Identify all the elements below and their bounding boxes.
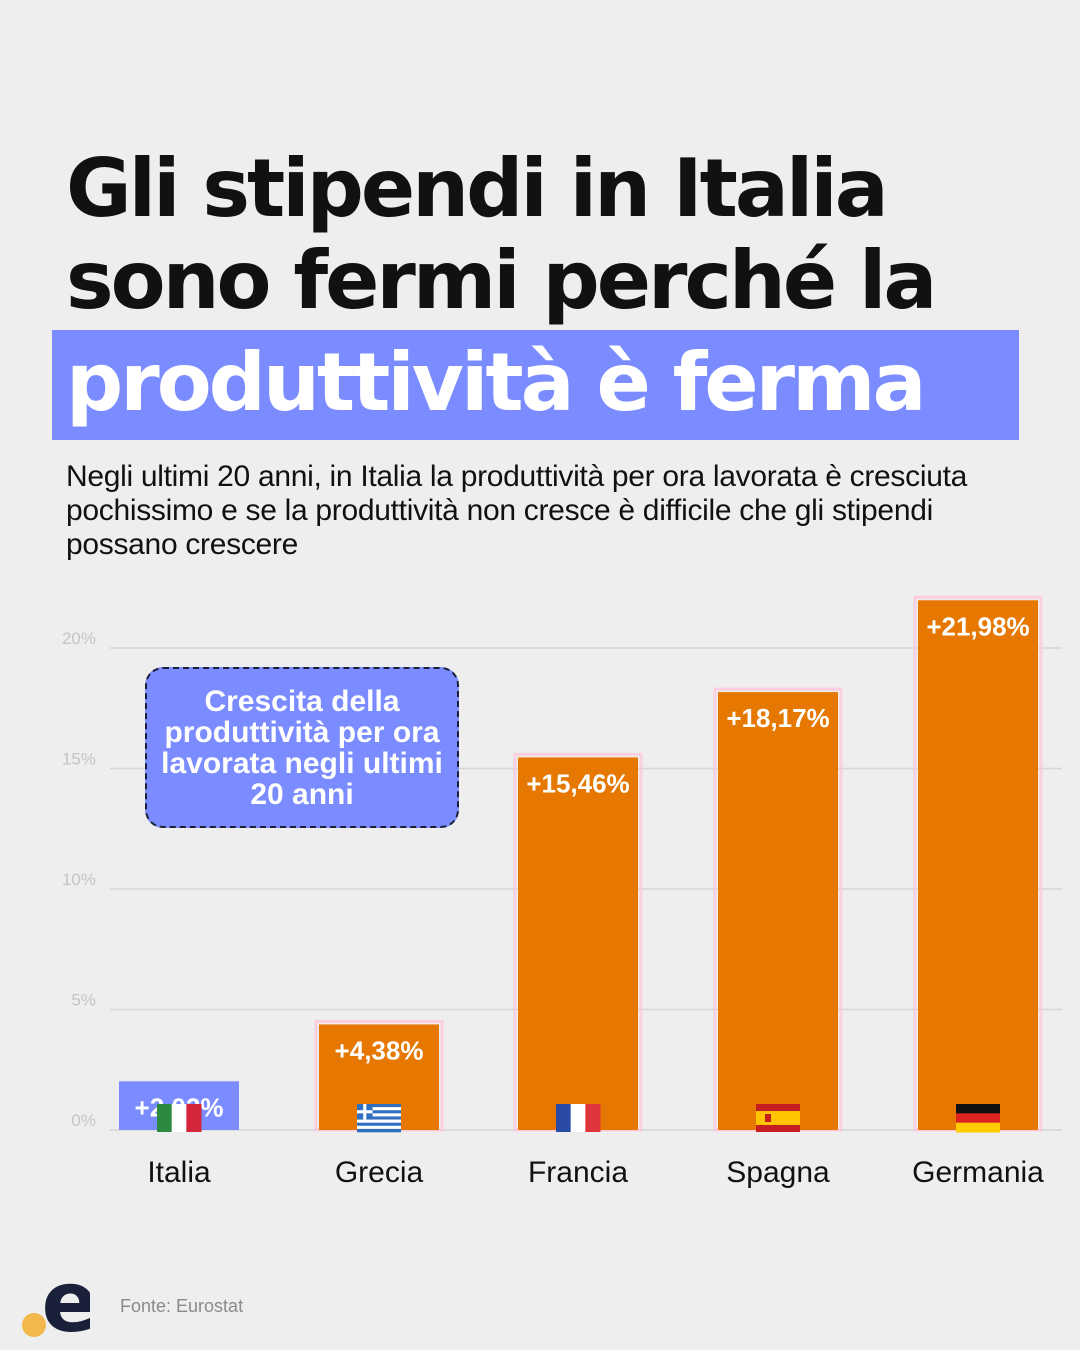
y-tick-label-0: 0%	[71, 1111, 96, 1130]
subtitle: Negli ultimi 20 anni, in Italia la produ…	[66, 460, 968, 561]
logo-icon: e	[22, 1265, 90, 1340]
title-highlight: produttività è ferma	[66, 336, 926, 429]
x-category-label-italia: Italia	[147, 1156, 211, 1189]
title-line-2: sono fermi perché la	[66, 234, 937, 327]
title-line-1: Gli stipendi in Italia	[66, 142, 889, 235]
y-tick-label-15: 15%	[62, 750, 96, 769]
y-tick-label-20: 20%	[62, 629, 96, 648]
bar-value-label-germania: +21,98%	[926, 611, 1029, 641]
spain-flag-icon	[756, 1104, 800, 1132]
bar-value-label-francia: +15,46%	[526, 768, 629, 798]
page-title: Gli stipendi in Italia sono fermi perché…	[66, 142, 937, 327]
bar-germania	[918, 600, 1038, 1130]
y-tick-label-5: 5%	[71, 991, 96, 1010]
bar-value-label-spagna: +18,17%	[726, 703, 829, 733]
y-tick-label-10: 10%	[62, 870, 96, 889]
x-category-label-grecia: Grecia	[335, 1156, 424, 1189]
bar-spagna	[718, 692, 838, 1130]
chart-legend-box: Crescita della produttività per ora lavo…	[145, 667, 459, 828]
bar-value-label-grecia: +4,38%	[335, 1035, 424, 1065]
source-note: Fonte: Eurostat	[120, 1296, 244, 1316]
x-category-label-francia: Francia	[528, 1156, 628, 1189]
bar-francia	[518, 757, 638, 1130]
chart-legend-text: Crescita della produttività per ora lavo…	[161, 684, 443, 811]
germany-flag-icon	[956, 1104, 1000, 1133]
svg-text:e: e	[42, 1265, 90, 1340]
italy-flag-icon	[157, 1104, 202, 1132]
x-category-label-germania: Germania	[912, 1156, 1044, 1189]
x-category-label-spagna: Spagna	[726, 1156, 830, 1189]
france-flag-icon	[556, 1104, 601, 1132]
title-highlight-background	[52, 330, 1019, 440]
greece-flag-icon	[357, 1104, 401, 1133]
